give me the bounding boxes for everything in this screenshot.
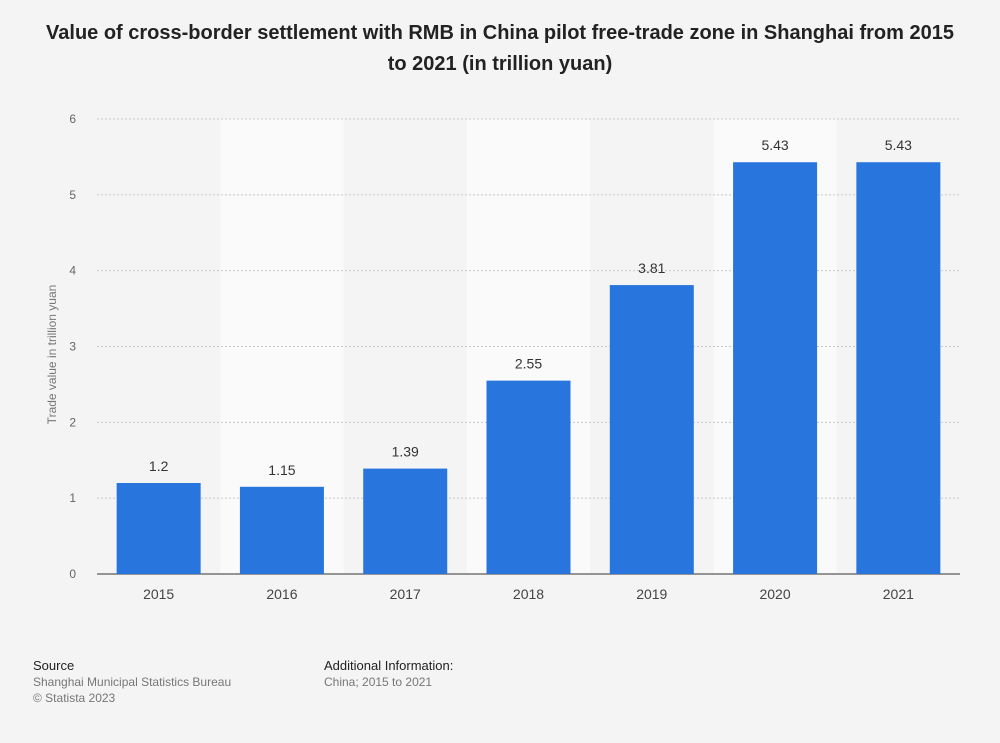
x-tick-label: 2016 xyxy=(266,586,297,602)
bar xyxy=(239,486,324,574)
source-line: Shanghai Municipal Statistics Bureau xyxy=(33,675,232,689)
x-tick-label: 2018 xyxy=(513,586,544,602)
y-tick-label: 6 xyxy=(69,112,76,126)
chart-title: Value of cross-border settlement with RM… xyxy=(46,22,954,75)
info-line: China; 2015 to 2021 xyxy=(324,675,433,689)
bar xyxy=(609,285,694,574)
y-tick-label: 1 xyxy=(69,491,76,505)
data-label: 2.55 xyxy=(515,356,542,372)
info-heading: Additional Information: xyxy=(324,658,454,673)
bar xyxy=(486,380,571,574)
copyright-line: © Statista 2023 xyxy=(33,691,116,705)
x-tick-label: 2015 xyxy=(143,586,174,602)
x-tick-label: 2017 xyxy=(390,586,421,602)
data-label: 5.43 xyxy=(885,137,912,153)
bar xyxy=(116,483,201,574)
data-label: 3.81 xyxy=(638,260,665,276)
x-tick-label: 2020 xyxy=(759,586,790,602)
y-tick-label: 2 xyxy=(69,415,76,429)
x-tick-label: 2021 xyxy=(883,586,914,602)
data-label: 5.43 xyxy=(761,137,788,153)
source-heading: Source xyxy=(33,658,75,673)
bar xyxy=(733,162,818,574)
bar xyxy=(363,468,448,574)
x-tick-label: 2019 xyxy=(636,586,667,602)
bar xyxy=(856,162,941,574)
y-axis-title: Trade value in trillion yuan xyxy=(45,285,59,425)
y-tick-label: 3 xyxy=(69,340,76,354)
data-label: 1.2 xyxy=(149,458,169,474)
data-label: 1.15 xyxy=(268,462,295,478)
data-label: 1.39 xyxy=(392,444,419,460)
y-tick-label: 0 xyxy=(69,567,76,581)
footer-additional-info: Additional Information: China; 2015 to 2… xyxy=(324,657,453,690)
y-tick-label: 4 xyxy=(69,264,76,278)
y-tick-label: 5 xyxy=(69,188,76,202)
footer-source: Source Shanghai Municipal Statistics Bur… xyxy=(33,657,231,706)
bar-chart: 0 1 2 3 4 5 6 1.2 2015 1.15 2016 1.39 2017 2.55 2018 3.… xyxy=(45,112,960,602)
